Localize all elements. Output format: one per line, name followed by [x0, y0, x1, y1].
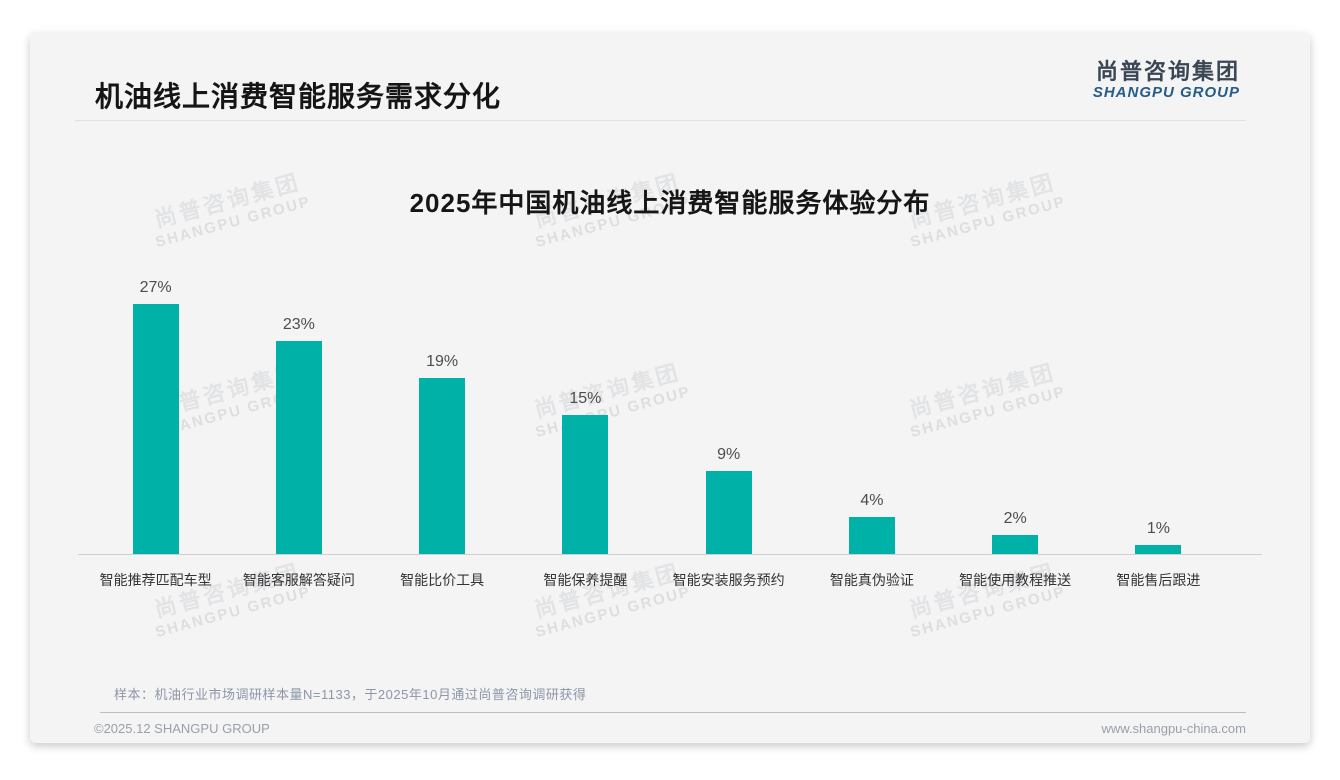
category-label: 智能客服解答疑问 — [242, 572, 355, 588]
category-label: 智能安装服务预约 — [672, 572, 785, 588]
footer-website: www.shangpu-china.com — [1101, 721, 1246, 736]
watermark-cn: 尚普咨询集团 — [531, 559, 684, 623]
category-label: 智能保养提醒 — [543, 572, 628, 588]
bars-row: 27% 23% 19% 15% 9% 4% 2% 1% — [84, 273, 1230, 554]
watermark: 尚普咨询集团 SHANGPU GROUP — [512, 554, 707, 646]
bar — [992, 535, 1039, 554]
footer: ©2025.12 SHANGPU GROUP www.shangpu-china… — [94, 721, 1246, 736]
watermark-cn: 尚普咨询集团 — [151, 559, 304, 623]
title-divider — [75, 120, 1246, 121]
company-logo: 尚普咨询集团 SHANGPU GROUP — [1093, 59, 1240, 102]
chart-title: 2025年中国机油线上消费智能服务体验分布 — [409, 188, 931, 218]
bar-group: 27% — [84, 273, 227, 554]
bar-group: 4% — [800, 273, 943, 554]
footer-divider — [100, 712, 1246, 713]
bar-group: 1% — [1087, 273, 1230, 554]
page-title: 机油线上消费智能服务需求分化 — [95, 81, 502, 112]
bar-value-label: 1% — [1146, 520, 1170, 537]
bar-value-label: 2% — [1003, 510, 1027, 527]
sample-footnote: 样本：机油行业市场调研样本量N=1133，于2025年10月通过尚普咨询调研获得 — [114, 687, 587, 702]
bar — [1135, 545, 1182, 554]
bar — [705, 471, 752, 554]
watermark: 尚普咨询集团 SHANGPU GROUP — [132, 554, 327, 646]
logo-chinese-text: 尚普咨询集团 — [1095, 59, 1240, 84]
bar-value-label: 19% — [426, 353, 459, 370]
bar — [132, 304, 179, 554]
x-axis-line — [78, 554, 1262, 555]
bar-value-label: 4% — [860, 492, 884, 509]
watermark: 尚普咨询集团 SHANGPU GROUP — [887, 554, 1082, 646]
bar-group: 15% — [514, 273, 657, 554]
bar-value-label: 15% — [569, 390, 602, 407]
bar-value-label: 23% — [282, 316, 315, 333]
bar-value-label: 27% — [139, 279, 172, 296]
category-label: 智能售后跟进 — [1116, 572, 1201, 588]
watermark-cn: 尚普咨询集团 — [906, 559, 1059, 623]
bar — [848, 517, 895, 554]
labels-row: 智能推荐匹配车型 智能客服解答疑问 智能比价工具 智能保养提醒 智能安装服务预约 智能真伪… — [84, 570, 1230, 590]
bar-group: 23% — [227, 273, 370, 554]
bar-group: 19% — [371, 273, 514, 554]
category-label: 智能真伪验证 — [829, 572, 914, 588]
category-label: 智能使用教程推送 — [959, 572, 1072, 588]
bar — [275, 341, 322, 554]
logo-english-text: SHANGPU GROUP — [1092, 84, 1240, 102]
bar — [562, 415, 609, 554]
report-card: 机油线上消费智能服务需求分化 尚普咨询集团 SHANGPU GROUP 尚普咨询… — [30, 33, 1310, 743]
bar-group: 9% — [657, 273, 800, 554]
category-label: 智能推荐匹配车型 — [99, 572, 212, 588]
bar — [419, 378, 466, 554]
bar-group: 2% — [944, 273, 1087, 554]
footer-copyright: ©2025.12 SHANGPU GROUP — [94, 721, 270, 736]
bar-value-label: 9% — [717, 446, 741, 463]
category-label: 智能比价工具 — [400, 572, 485, 588]
